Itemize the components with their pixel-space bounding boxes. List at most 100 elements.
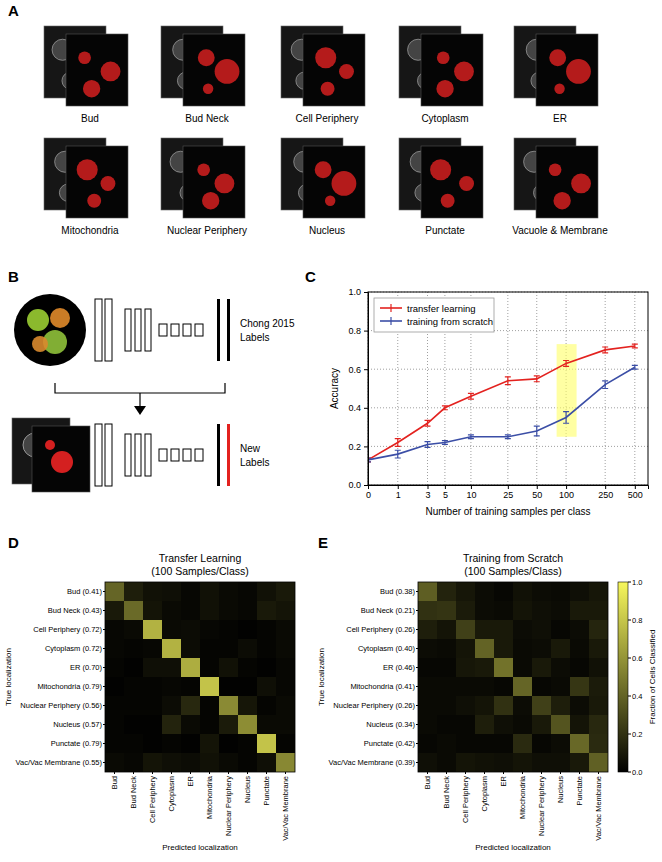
tick: 0.8 [348, 326, 368, 336]
cell [276, 753, 295, 772]
cell [570, 582, 589, 601]
row-label: Punctate (0.79) [51, 739, 103, 748]
network [95, 424, 230, 486]
column-label: Nuclear Periphery [537, 776, 546, 836]
tick-mark [522, 772, 523, 774]
cell [456, 734, 475, 753]
tick-label: 0.0 [632, 768, 642, 777]
tick-mark [416, 648, 418, 649]
cell [219, 753, 238, 772]
cell [276, 677, 295, 696]
cell [418, 620, 437, 639]
cell [589, 734, 608, 753]
tick-mark [103, 724, 105, 725]
cell [162, 601, 181, 620]
cell [238, 753, 257, 772]
tick-mark [628, 734, 631, 735]
row-label: Bud (0.38) [380, 587, 416, 596]
cell [238, 582, 257, 601]
tick-mark [484, 772, 485, 774]
image-pair: Bud Neck [161, 26, 245, 124]
matrix-frame [418, 582, 608, 772]
cell [124, 715, 143, 734]
cell [50, 308, 70, 328]
cell [437, 639, 456, 658]
cell [532, 639, 551, 658]
fluorescence-signal [571, 174, 591, 194]
error-bar [632, 344, 638, 348]
image-label: Nuclear Periphery [167, 225, 247, 236]
fluorescence-signal [441, 194, 455, 208]
cell [589, 601, 608, 620]
cell [200, 715, 219, 734]
tick-mark [285, 772, 286, 774]
cell [570, 715, 589, 734]
layer [145, 434, 151, 476]
cell [570, 677, 589, 696]
cell [513, 658, 532, 677]
network-label: Labels [240, 457, 269, 468]
layer [95, 299, 102, 361]
plot-frame [368, 292, 648, 485]
fc-layer [217, 424, 220, 486]
error-bar [505, 435, 511, 439]
cell [143, 639, 162, 658]
panel-b: Chong 2015LabelsNewLabels [12, 294, 295, 492]
cell [219, 677, 238, 696]
tick-mark [103, 610, 105, 611]
cell [589, 677, 608, 696]
row-label: Vac/Vac Membrane (0.39) [329, 758, 416, 767]
panel-e: Training from Scratch(100 Samples/Class)… [317, 552, 657, 852]
cell [532, 677, 551, 696]
column-label: Nucleus [243, 776, 252, 803]
cell [437, 715, 456, 734]
cell [200, 620, 219, 639]
layer [135, 309, 141, 351]
image-label: ER [553, 113, 567, 124]
tick: 0.4 [348, 403, 368, 413]
tick-mark [416, 762, 418, 763]
grid [368, 292, 648, 485]
tick-mark [508, 485, 509, 489]
layer [105, 299, 112, 361]
tick-mark [471, 485, 472, 489]
cell [570, 601, 589, 620]
tick-mark [228, 772, 229, 774]
cell [124, 734, 143, 753]
layer [183, 449, 191, 461]
cell [589, 753, 608, 772]
series-line [368, 367, 635, 460]
error-bar [468, 435, 474, 439]
layer [105, 424, 112, 486]
x-axis-title: Predicted localization [475, 843, 551, 852]
tick-mark [416, 629, 418, 630]
row-label: ER (0.46) [383, 663, 416, 672]
cell [219, 582, 238, 601]
cell [570, 658, 589, 677]
cell [105, 601, 124, 620]
cell [456, 620, 475, 639]
tick-label: 1.0 [348, 287, 361, 297]
tick-label: 1 [396, 490, 401, 500]
column-label: Bud Neck [129, 776, 138, 809]
tick-mark [635, 485, 636, 489]
row-label: Vac/Vac Membrane (0.55) [16, 758, 103, 767]
cell [456, 658, 475, 677]
layer [159, 449, 167, 461]
cell [437, 620, 456, 639]
layer [159, 324, 167, 336]
arrow-head [134, 406, 146, 415]
image-label: Punctate [425, 225, 465, 236]
cell [276, 696, 295, 715]
panel-label: C [305, 268, 316, 285]
layer [171, 324, 179, 336]
row-label: Bud Neck (0.21) [361, 606, 416, 615]
column-label: Vac/Vac Membrane [281, 776, 290, 841]
cell [143, 753, 162, 772]
error-bar [395, 450, 401, 458]
fluorescence-image [32, 426, 90, 492]
fluorescence-signal [45, 440, 55, 450]
network-label: Chong 2015 [240, 318, 295, 329]
tick-mark [446, 772, 447, 774]
row-label: Cytoplasm (0.40) [358, 644, 416, 653]
